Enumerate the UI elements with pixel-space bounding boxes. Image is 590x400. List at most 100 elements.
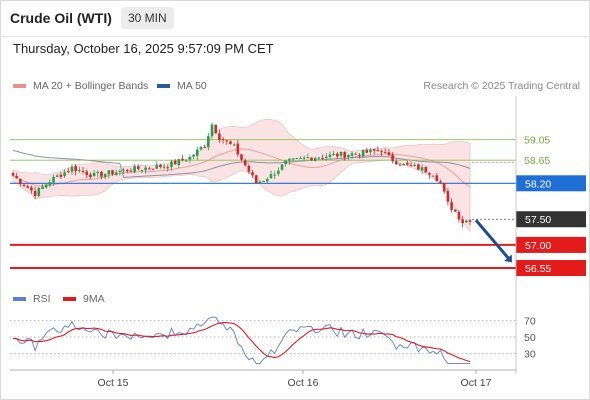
candle-body — [332, 153, 335, 156]
pivot-label-bg — [516, 175, 586, 192]
candle-body — [122, 169, 125, 171]
candle-body — [372, 149, 376, 151]
candle-body — [63, 172, 66, 177]
candle-body — [184, 160, 188, 162]
rsi-tick-70: 70 — [524, 315, 536, 327]
candle-body — [148, 168, 151, 170]
candle-body — [243, 160, 247, 166]
candle-body — [302, 157, 306, 159]
candle-body — [262, 180, 265, 182]
resistance-label-1: 58.65 — [524, 155, 550, 167]
candle-body — [420, 167, 424, 171]
candle-body — [37, 188, 41, 196]
candle-body — [424, 166, 428, 173]
candle-body — [111, 170, 114, 175]
candle-body — [457, 211, 461, 220]
resistance-label-0: 59.05 — [524, 135, 550, 147]
candle-body — [254, 175, 258, 184]
candle-body — [151, 168, 155, 170]
candle-body — [30, 187, 33, 191]
pivot-label: 58.20 — [525, 178, 551, 190]
candle-body — [354, 153, 358, 155]
candle-body — [92, 172, 96, 177]
candle-body — [89, 174, 92, 178]
candle-body — [406, 163, 409, 165]
candle-body — [417, 164, 420, 170]
chart-header: Crude Oil (WTI) 30 MIN — [0, 0, 590, 37]
candle-body — [442, 183, 446, 192]
candle-body — [100, 171, 103, 177]
last-price-label-bg — [516, 211, 586, 228]
support-label-5: 56.55 — [525, 263, 551, 275]
candle-body — [280, 164, 284, 170]
candle-body — [394, 161, 398, 165]
candle-body — [247, 165, 251, 172]
candle-body — [387, 152, 391, 156]
candle-body — [446, 191, 450, 202]
candle-body — [321, 157, 324, 159]
candle-body — [19, 178, 22, 184]
candle-body — [288, 159, 291, 161]
candle-body — [229, 141, 232, 144]
ma50-swatch — [157, 84, 170, 88]
rsi-tick-50: 50 — [524, 332, 536, 344]
candle-body — [118, 170, 122, 172]
candle-body — [192, 155, 195, 157]
candle-body — [103, 174, 107, 178]
candle-body — [114, 172, 118, 175]
candle-body — [273, 174, 276, 176]
candle-body — [450, 202, 453, 210]
candle-body — [284, 160, 288, 165]
interval-badge[interactable]: 30 MIN — [121, 7, 174, 29]
candle-body — [439, 181, 442, 184]
candle-body — [59, 174, 63, 177]
x-tick-label: Oct 17 — [461, 377, 492, 389]
candle-body — [11, 173, 15, 176]
candle-body — [413, 164, 417, 166]
candle-body — [291, 158, 295, 160]
candle-body — [435, 175, 439, 182]
candle-body — [350, 153, 354, 156]
candle-body — [431, 175, 435, 177]
candle-body — [48, 182, 52, 186]
legend-ma50-label: MA 50 — [177, 80, 207, 92]
legend-ma50: MA 50 — [157, 80, 207, 92]
candle-body — [218, 133, 221, 140]
candle-body — [380, 151, 383, 153]
candle-body — [74, 165, 77, 172]
ma9-swatch — [63, 297, 76, 301]
candle-body — [159, 164, 162, 168]
candle-body — [214, 124, 218, 134]
support-label-4: 57.00 — [525, 240, 551, 252]
rsi-line — [12, 316, 470, 364]
legend-rsi: RSI — [13, 293, 51, 305]
legend-9ma: 9MA — [63, 293, 105, 305]
x-tick-label: Oct 15 — [98, 377, 129, 389]
candle-body — [199, 147, 203, 150]
rsi-tick-30: 30 — [524, 349, 536, 361]
candle-body — [125, 170, 129, 172]
legend-rsi-label: RSI — [33, 293, 51, 305]
candle-body — [140, 169, 144, 171]
candle-body — [44, 184, 48, 188]
rsi-9ma-line — [12, 321, 471, 363]
candle-body — [313, 158, 317, 161]
candle-body — [181, 158, 184, 161]
candle-body — [129, 170, 133, 172]
candle-body — [365, 149, 369, 153]
candle-body — [225, 140, 229, 142]
credit-text: Research © 2025 Trading Central — [423, 80, 580, 92]
support-label-bg-4 — [516, 236, 586, 253]
candle-body — [324, 156, 328, 159]
candle-body — [383, 151, 387, 153]
candle-body — [155, 164, 159, 169]
candle-body — [240, 154, 243, 160]
legend-bollinger: MA 20 + Bollinger Bands — [13, 80, 148, 92]
candle-body — [306, 157, 310, 159]
candle-body — [22, 184, 26, 187]
candle-body — [258, 181, 262, 184]
candle-body — [317, 157, 321, 159]
candle-body — [210, 124, 214, 137]
candle-body — [188, 156, 192, 160]
